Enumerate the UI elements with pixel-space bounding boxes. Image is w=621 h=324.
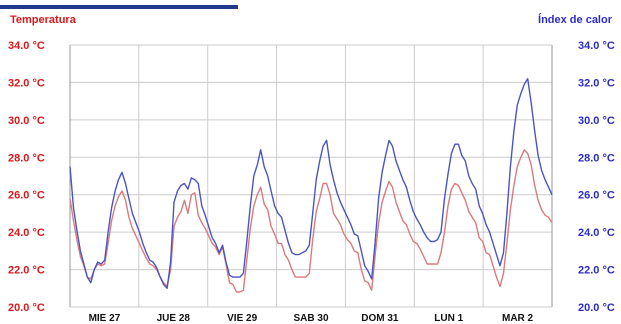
- temperature-line: [69, 149, 553, 293]
- y-tick-left: 32.0 °C: [8, 77, 45, 89]
- left-axis-ticks: 20.0 °C 22.0 °C 24.0 °C 26.0 °C 28.0 °C 30.0 …: [8, 40, 45, 314]
- y-tick-left: 28.0 °C: [8, 152, 45, 164]
- grid: [69, 44, 553, 308]
- y-tick-left: 30.0 °C: [8, 115, 45, 127]
- y-tick-right: 28.0 °C: [578, 152, 615, 164]
- x-tick-label: MAR 2: [502, 313, 534, 324]
- y-tick-right: 20.0 °C: [578, 302, 615, 314]
- heat_index-line: [69, 77, 553, 289]
- x-tick-label: MIE 27: [89, 313, 121, 324]
- y-tick-right: 22.0 °C: [578, 265, 615, 277]
- y-tick-left: 24.0 °C: [8, 227, 45, 239]
- x-tick-label: LUN 1: [434, 313, 463, 324]
- series-layer: [69, 77, 553, 293]
- y-tick-right: 30.0 °C: [578, 115, 615, 127]
- y-tick-right: 26.0 °C: [578, 190, 615, 202]
- x-tick-label: SAB 30: [293, 313, 328, 324]
- y-tick-right: 32.0 °C: [578, 77, 615, 89]
- x-tick-label: DOM 31: [361, 313, 399, 324]
- x-axis-ticks: MIE 27 JUE 28 VIE 29 SAB 30 DOM 31 LUN 1 MAR 2: [89, 313, 534, 324]
- y-tick-left: 26.0 °C: [8, 190, 45, 202]
- y-tick-left: 20.0 °C: [8, 302, 45, 314]
- left-axis-label: Temperatura: [10, 14, 77, 26]
- right-axis-label: Índex de calor: [538, 13, 613, 26]
- x-tick-label: JUE 28: [157, 313, 191, 324]
- y-tick-left: 34.0 °C: [8, 40, 45, 52]
- x-tick-label: VIE 29: [227, 313, 257, 324]
- y-tick-left: 22.0 °C: [8, 265, 45, 277]
- right-axis-ticks: 20.0 °C 22.0 °C 24.0 °C 26.0 °C 28.0 °C 30.0 …: [578, 40, 615, 314]
- y-tick-right: 24.0 °C: [578, 227, 615, 239]
- y-tick-right: 34.0 °C: [578, 40, 615, 52]
